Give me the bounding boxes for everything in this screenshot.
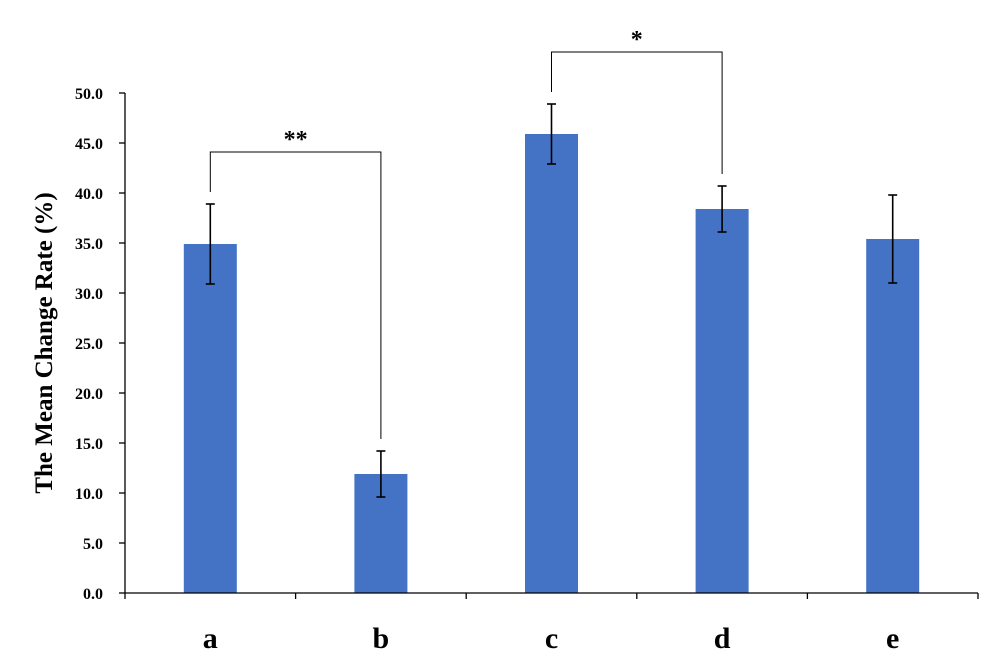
bar-c	[525, 134, 578, 593]
significance-label: **	[284, 127, 308, 153]
x-category-label: a	[203, 622, 218, 655]
y-tick-label: 0.0	[83, 586, 103, 603]
y-tick-label: 10.0	[75, 486, 103, 503]
x-category-label: e	[886, 622, 899, 655]
y-axis-label: The Mean Change Rate (%)	[31, 192, 58, 493]
x-axis-categories: a b c d e	[203, 622, 900, 655]
y-axis-ticks: 0.0 5.0 10.0 15.0 20.0 25.0 30.0 35.0 40.0 45.0 50…	[75, 86, 125, 603]
y-tick-label: 35.0	[75, 236, 103, 253]
y-tick-label: 40.0	[75, 186, 103, 203]
y-tick-label: 20.0	[75, 386, 103, 403]
x-category-label: c	[545, 622, 558, 655]
y-tick-label: 45.0	[75, 136, 103, 153]
significance-label: *	[631, 27, 643, 53]
x-category-label: b	[373, 622, 390, 655]
y-tick-label: 30.0	[75, 286, 103, 303]
bars	[184, 134, 919, 593]
x-category-label: d	[714, 622, 731, 655]
y-tick-label: 5.0	[83, 536, 103, 553]
bar-a	[184, 244, 237, 593]
significance-brackets: ***	[210, 27, 722, 439]
bar-e	[866, 239, 919, 593]
bar-d	[696, 209, 749, 593]
y-tick-label: 15.0	[75, 436, 103, 453]
y-tick-label: 25.0	[75, 336, 103, 353]
y-tick-label: 50.0	[75, 86, 103, 103]
